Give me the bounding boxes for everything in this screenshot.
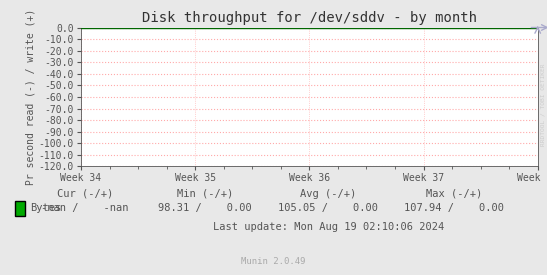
Text: Cur (-/+): Cur (-/+) bbox=[57, 189, 113, 199]
Text: Last update: Mon Aug 19 02:10:06 2024: Last update: Mon Aug 19 02:10:06 2024 bbox=[213, 222, 444, 232]
Title: Disk throughput for /dev/sddv - by month: Disk throughput for /dev/sddv - by month bbox=[142, 11, 477, 25]
Text: 98.31 /    0.00: 98.31 / 0.00 bbox=[158, 204, 252, 213]
Text: Munin 2.0.49: Munin 2.0.49 bbox=[241, 257, 306, 266]
Text: Avg (-/+): Avg (-/+) bbox=[300, 189, 356, 199]
Text: 107.94 /    0.00: 107.94 / 0.00 bbox=[404, 204, 504, 213]
Text: RRDTOOL / TOBI OETIKER: RRDTOOL / TOBI OETIKER bbox=[541, 63, 546, 146]
Y-axis label: Pr second read (-) / write (+): Pr second read (-) / write (+) bbox=[26, 9, 36, 185]
Text: 105.05 /    0.00: 105.05 / 0.00 bbox=[278, 204, 378, 213]
Text: Max (-/+): Max (-/+) bbox=[426, 189, 482, 199]
Text: -nan /    -nan: -nan / -nan bbox=[41, 204, 129, 213]
Text: Min (-/+): Min (-/+) bbox=[177, 189, 233, 199]
Text: Bytes: Bytes bbox=[30, 204, 61, 213]
